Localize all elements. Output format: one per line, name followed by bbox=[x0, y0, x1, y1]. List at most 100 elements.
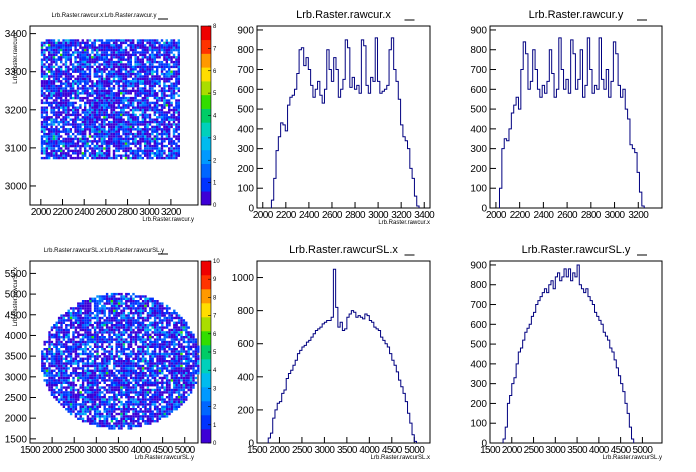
heatmap-cell bbox=[151, 149, 154, 153]
heatmap-cell bbox=[100, 41, 104, 45]
heatmap-cell bbox=[105, 130, 108, 133]
heatmap-cell bbox=[124, 80, 128, 83]
heatmap-cell bbox=[62, 44, 65, 47]
heatmap-cell bbox=[77, 355, 80, 358]
heatmap-cell bbox=[149, 396, 152, 399]
y-tick-label: 200 bbox=[470, 164, 487, 175]
heatmap-cell bbox=[177, 355, 181, 358]
heatmap-cell bbox=[141, 324, 145, 327]
heatmap-cell bbox=[120, 369, 123, 372]
heatmap-cell bbox=[160, 147, 164, 150]
heatmap-cell bbox=[40, 123, 44, 126]
heatmap-cell bbox=[127, 343, 130, 346]
heatmap-cell bbox=[187, 379, 190, 382]
heatmap-cell bbox=[173, 398, 176, 401]
heatmap-cell bbox=[96, 144, 99, 148]
heatmap-cell bbox=[158, 326, 162, 329]
heatmap-cell bbox=[86, 319, 90, 322]
heatmap-cell bbox=[84, 343, 87, 346]
heatmap-cell bbox=[108, 316, 111, 320]
heatmap-cell bbox=[50, 39, 53, 42]
heatmap-cell bbox=[122, 410, 126, 413]
heatmap-cell bbox=[57, 46, 60, 49]
heatmap-cell bbox=[141, 56, 144, 59]
heatmap-cell bbox=[139, 108, 142, 112]
heatmap-cell bbox=[132, 410, 135, 413]
heatmap-cell bbox=[84, 403, 87, 406]
heatmap-cell bbox=[43, 135, 46, 138]
heatmap-cell bbox=[43, 63, 46, 66]
heatmap-cell bbox=[81, 352, 85, 356]
heatmap-cell bbox=[146, 152, 149, 155]
heatmap-cell bbox=[163, 388, 166, 392]
heatmap-cell bbox=[45, 156, 48, 160]
heatmap-cell bbox=[177, 367, 181, 370]
heatmap-cell bbox=[79, 149, 82, 153]
heatmap-cell bbox=[153, 135, 156, 138]
heatmap-cell bbox=[160, 65, 164, 69]
heatmap-cell bbox=[163, 113, 166, 117]
heatmap-cell bbox=[110, 123, 113, 126]
heatmap-cell bbox=[173, 350, 176, 353]
heatmap-cell bbox=[137, 355, 140, 358]
heatmap-cell bbox=[122, 403, 126, 406]
heatmap-cell bbox=[69, 307, 73, 310]
heatmap-cell bbox=[108, 84, 111, 88]
heatmap-cell bbox=[151, 367, 154, 370]
heatmap-cell bbox=[139, 101, 142, 105]
heatmap-cell bbox=[151, 101, 154, 105]
color-palette-segment bbox=[201, 81, 211, 96]
heatmap-cell bbox=[129, 89, 132, 93]
heatmap-cell bbox=[156, 39, 159, 42]
heatmap-cell bbox=[161, 326, 164, 329]
heatmap-cell bbox=[146, 388, 150, 392]
heatmap-cell bbox=[177, 87, 180, 90]
heatmap-cell bbox=[69, 82, 72, 85]
heatmap-cell bbox=[98, 106, 101, 109]
heatmap-cell bbox=[124, 58, 128, 61]
heatmap-cell bbox=[86, 376, 90, 380]
heatmap-cell bbox=[57, 348, 61, 351]
heatmap-cell bbox=[84, 386, 87, 389]
heatmap-cell bbox=[77, 376, 80, 380]
heatmap-cell bbox=[163, 410, 166, 413]
heatmap-cell bbox=[67, 113, 70, 117]
heatmap-cell bbox=[168, 87, 171, 90]
heatmap-cell bbox=[177, 51, 180, 54]
heatmap-cell bbox=[165, 331, 169, 334]
heatmap-cell bbox=[79, 106, 82, 109]
heatmap-cell bbox=[127, 357, 130, 360]
heatmap-cell bbox=[160, 130, 164, 133]
heatmap-cell bbox=[86, 364, 90, 368]
heatmap-cell bbox=[67, 328, 70, 332]
heatmap-cell bbox=[89, 398, 92, 401]
heatmap-cell bbox=[43, 118, 46, 121]
heatmap-cell bbox=[158, 376, 162, 380]
color-palette-segment bbox=[201, 136, 211, 151]
heatmap-cell bbox=[52, 120, 56, 124]
heatmap-cell bbox=[153, 316, 157, 320]
heatmap-cell bbox=[93, 396, 97, 399]
heatmap-cell bbox=[158, 108, 161, 112]
heatmap-cell bbox=[136, 142, 140, 145]
heatmap-cell bbox=[67, 352, 70, 356]
heatmap-cell bbox=[112, 80, 116, 83]
heatmap-cell bbox=[129, 120, 132, 124]
heatmap-cell bbox=[185, 331, 188, 334]
heatmap-cell bbox=[67, 58, 70, 61]
heatmap-cell bbox=[139, 326, 142, 329]
heatmap-cell bbox=[55, 68, 58, 71]
heatmap-cell bbox=[177, 386, 181, 389]
heatmap-cell bbox=[115, 128, 118, 131]
heatmap-cell bbox=[160, 89, 164, 93]
heatmap-cell bbox=[74, 355, 78, 358]
heatmap-cell bbox=[81, 92, 84, 95]
heatmap-cell bbox=[192, 362, 195, 365]
heatmap-cell bbox=[144, 46, 147, 49]
heatmap-cell bbox=[45, 374, 49, 377]
heatmap-cell bbox=[100, 51, 104, 54]
heatmap-cell bbox=[110, 89, 113, 93]
heatmap-cell bbox=[122, 104, 125, 107]
heatmap-cell bbox=[160, 111, 164, 114]
heatmap-cell bbox=[112, 106, 116, 109]
